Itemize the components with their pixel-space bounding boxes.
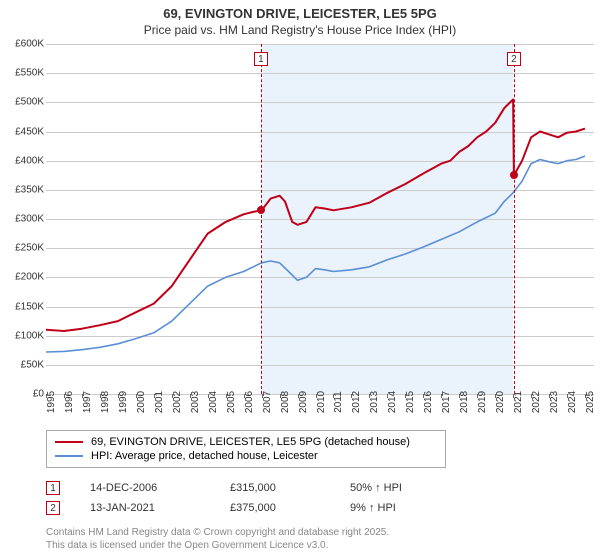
marker-line-2	[514, 44, 515, 394]
x-tick-label: 2008	[280, 391, 291, 413]
x-tick-label: 1995	[46, 391, 57, 413]
x-tick-label: 2012	[351, 391, 362, 413]
marker-line-1	[261, 44, 262, 394]
x-tick-label: 2022	[531, 391, 542, 413]
legend-block: 69, EVINGTON DRIVE, LEICESTER, LE5 5PG (…	[46, 430, 594, 552]
marker-dot-2	[510, 171, 518, 179]
marker-box-1: 1	[254, 52, 268, 66]
x-tick-label: 2003	[190, 391, 201, 413]
event-price: £315,000	[230, 482, 320, 494]
event-date: 13-JAN-2021	[90, 502, 200, 514]
x-tick-label: 2009	[298, 391, 309, 413]
x-tick-label: 2000	[136, 391, 147, 413]
footer-line-2: This data is licensed under the Open Gov…	[46, 539, 594, 552]
y-tick-label: £600K	[15, 39, 44, 50]
x-tick-label: 1999	[118, 391, 129, 413]
x-tick-label: 2016	[423, 391, 434, 413]
x-tick-label: 2018	[459, 391, 470, 413]
chart-area: 1995 1996 1997 1998 1999 2000 2001 2002 2003 2004…	[0, 44, 600, 424]
event-row: 2 13-JAN-2021 £375,000 9% ↑ HPI	[46, 498, 594, 518]
y-tick-label: £450K	[15, 126, 44, 137]
x-tick-label: 2006	[244, 391, 255, 413]
footer-line-1: Contains HM Land Registry data © Crown c…	[46, 526, 594, 539]
plot-area: 1995199619971998199920002001200220032004…	[46, 44, 594, 394]
x-tick-label: 2004	[208, 391, 219, 413]
x-tick-label: 1996	[64, 391, 75, 413]
x-tick-label: 2020	[495, 391, 506, 413]
event-table: 1 14-DEC-2006 £315,000 50% ↑ HPI 2 13-JAN-202…	[46, 478, 594, 518]
event-price: £375,000	[230, 502, 320, 514]
x-tick-label: 2014	[387, 391, 398, 413]
series-hpi	[46, 156, 585, 352]
marker-box-2: 2	[507, 52, 521, 66]
chart-title: 69, EVINGTON DRIVE, LEICESTER, LE5 5PG	[0, 6, 600, 23]
footer-attribution: Contains HM Land Registry data © Crown c…	[46, 526, 594, 552]
x-tick-label: 2005	[226, 391, 237, 413]
x-tick-label: 2015	[405, 391, 416, 413]
event-delta: 9% ↑ HPI	[350, 502, 396, 514]
x-tick-label: 2023	[549, 391, 560, 413]
marker-dot-1	[257, 206, 265, 214]
chart-title-block: 69, EVINGTON DRIVE, LEICESTER, LE5 5PG P…	[0, 0, 600, 38]
x-tick-label: 2021	[513, 391, 524, 413]
x-tick-label: 2019	[477, 391, 488, 413]
x-tick-label: 2010	[316, 391, 327, 413]
legend-box: 69, EVINGTON DRIVE, LEICESTER, LE5 5PG (…	[46, 430, 446, 468]
x-tick-label: 2025	[585, 391, 596, 413]
legend-row: HPI: Average price, detached house, Leic…	[55, 449, 437, 463]
chart-subtitle: Price paid vs. HM Land Registry's House …	[0, 23, 600, 39]
y-tick-label: £200K	[15, 272, 44, 283]
x-tick-label: 1998	[100, 391, 111, 413]
event-delta: 50% ↑ HPI	[350, 482, 402, 494]
x-tick-label: 2002	[172, 391, 183, 413]
y-tick-label: £250K	[15, 243, 44, 254]
y-tick-label: £400K	[15, 155, 44, 166]
event-number-box: 2	[46, 501, 60, 515]
y-tick-label: £350K	[15, 184, 44, 195]
legend-label: HPI: Average price, detached house, Leic…	[91, 450, 318, 462]
y-tick-label: £500K	[15, 97, 44, 108]
x-tick-label: 1997	[82, 391, 93, 413]
x-tick-label: 2011	[333, 391, 344, 413]
event-number-box: 1	[46, 481, 60, 495]
y-tick-label: £550K	[15, 68, 44, 79]
legend-label: 69, EVINGTON DRIVE, LEICESTER, LE5 5PG (…	[91, 436, 410, 448]
event-row: 1 14-DEC-2006 £315,000 50% ↑ HPI	[46, 478, 594, 498]
event-date: 14-DEC-2006	[90, 482, 200, 494]
line-series-svg	[46, 44, 594, 394]
y-tick-label: £50K	[21, 359, 44, 370]
legend-row: 69, EVINGTON DRIVE, LEICESTER, LE5 5PG (…	[55, 435, 437, 449]
x-tick-label: 2013	[369, 391, 380, 413]
x-tick-label: 2017	[441, 391, 452, 413]
y-tick-label: £300K	[15, 214, 44, 225]
legend-swatch	[55, 455, 83, 457]
legend-swatch	[55, 441, 83, 443]
series-price_paid	[46, 99, 585, 331]
x-tick-label: 2001	[154, 391, 165, 413]
y-tick-label: £100K	[15, 330, 44, 341]
y-tick-label: £0	[33, 389, 44, 400]
y-tick-label: £150K	[15, 301, 44, 312]
x-tick-label: 2007	[262, 391, 273, 413]
x-tick-label: 2024	[567, 391, 578, 413]
